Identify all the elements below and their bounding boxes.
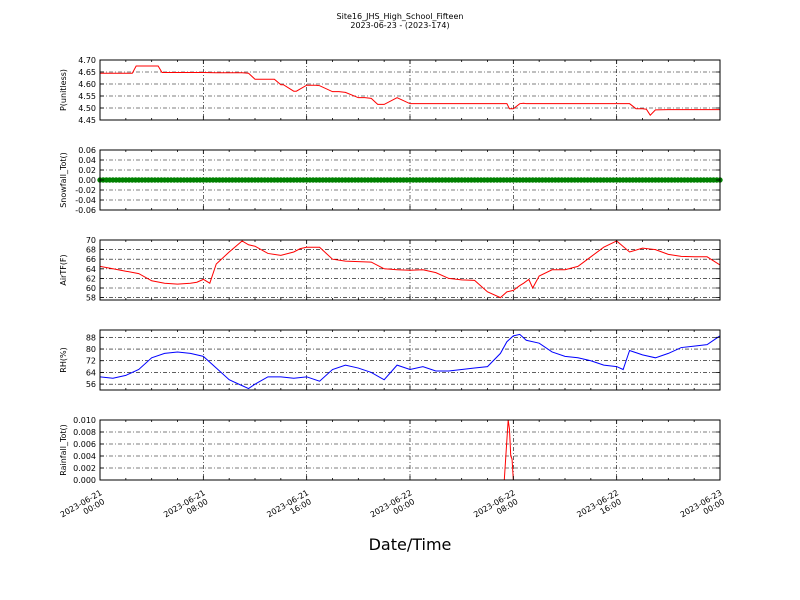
y-tick-label: 0.002 (73, 464, 96, 473)
y-tick-label: 72 (86, 357, 96, 366)
y-tick-label: -0.02 (75, 186, 96, 195)
y-axis-label: AirTF(F) (59, 254, 68, 285)
y-tick-label: 0.008 (73, 428, 96, 437)
y-tick-label: 58 (86, 294, 96, 303)
y-axis-label: P(unitless) (59, 69, 68, 111)
chart-panel-5: 0.000 0.002 0.004 0.006 0.008 0.010 Rainfall_T… (59, 416, 721, 485)
chart-panel-1: 4.45 4.50 4.55 4.60 4.65 4.70 P(unitless) (59, 56, 721, 125)
y-tick-label: 0.010 (73, 416, 96, 425)
y-tick-label: 64 (86, 265, 96, 274)
y-tick-label: -0.04 (75, 196, 96, 205)
y-tick-label: 4.65 (78, 68, 96, 77)
series-line-1 (100, 240, 720, 299)
y-tick-label: 66 (86, 255, 96, 264)
y-tick-label: 4.70 (78, 56, 96, 65)
y-axis-label: Rainfall_Tot() (59, 424, 68, 476)
y-tick-label: 0.06 (78, 146, 96, 155)
y-tick-label: -0.06 (75, 206, 96, 215)
y-tick-label: 68 (86, 246, 96, 255)
y-axis-label: Snowfall_Tot() (59, 152, 68, 208)
y-tick-label: 0.00 (78, 176, 96, 185)
y-tick-label: 0.000 (73, 476, 96, 485)
y-tick-label: 0.006 (73, 440, 96, 449)
chart-title-line2: 2023-06-23 - (2023-174) (350, 21, 449, 30)
y-tick-label: 56 (86, 380, 96, 389)
series-line-1 (100, 65, 720, 116)
y-tick-label: 62 (86, 274, 96, 283)
x-axis-label: Date/Time (369, 535, 452, 554)
y-tick-label: 0.04 (78, 156, 96, 165)
y-tick-label: 64 (86, 368, 96, 377)
y-tick-label: 0.004 (73, 452, 96, 461)
y-tick-label: 80 (86, 345, 96, 354)
y-tick-label: 88 (86, 333, 96, 342)
y-tick-label: 4.60 (78, 80, 96, 89)
y-tick-label: 70 (86, 236, 96, 245)
y-axis-label: RH(%) (59, 347, 68, 372)
y-tick-label: 4.45 (78, 116, 96, 125)
y-tick-label: 4.50 (78, 104, 96, 113)
y-tick-label: 60 (86, 284, 96, 293)
y-tick-label: 4.55 (78, 92, 96, 101)
chart-panel-4: 56 64 72 80 88 RH(%) (59, 329, 721, 391)
chart-title-line1: Site16_JHS_High_School_Fifteen (337, 12, 464, 21)
y-tick-label: 0.02 (78, 166, 96, 175)
chart-panel-2: -0.06-0.04-0.020.000.020.040.06 Snowfall_… (59, 146, 723, 215)
series-line-1 (100, 333, 720, 390)
